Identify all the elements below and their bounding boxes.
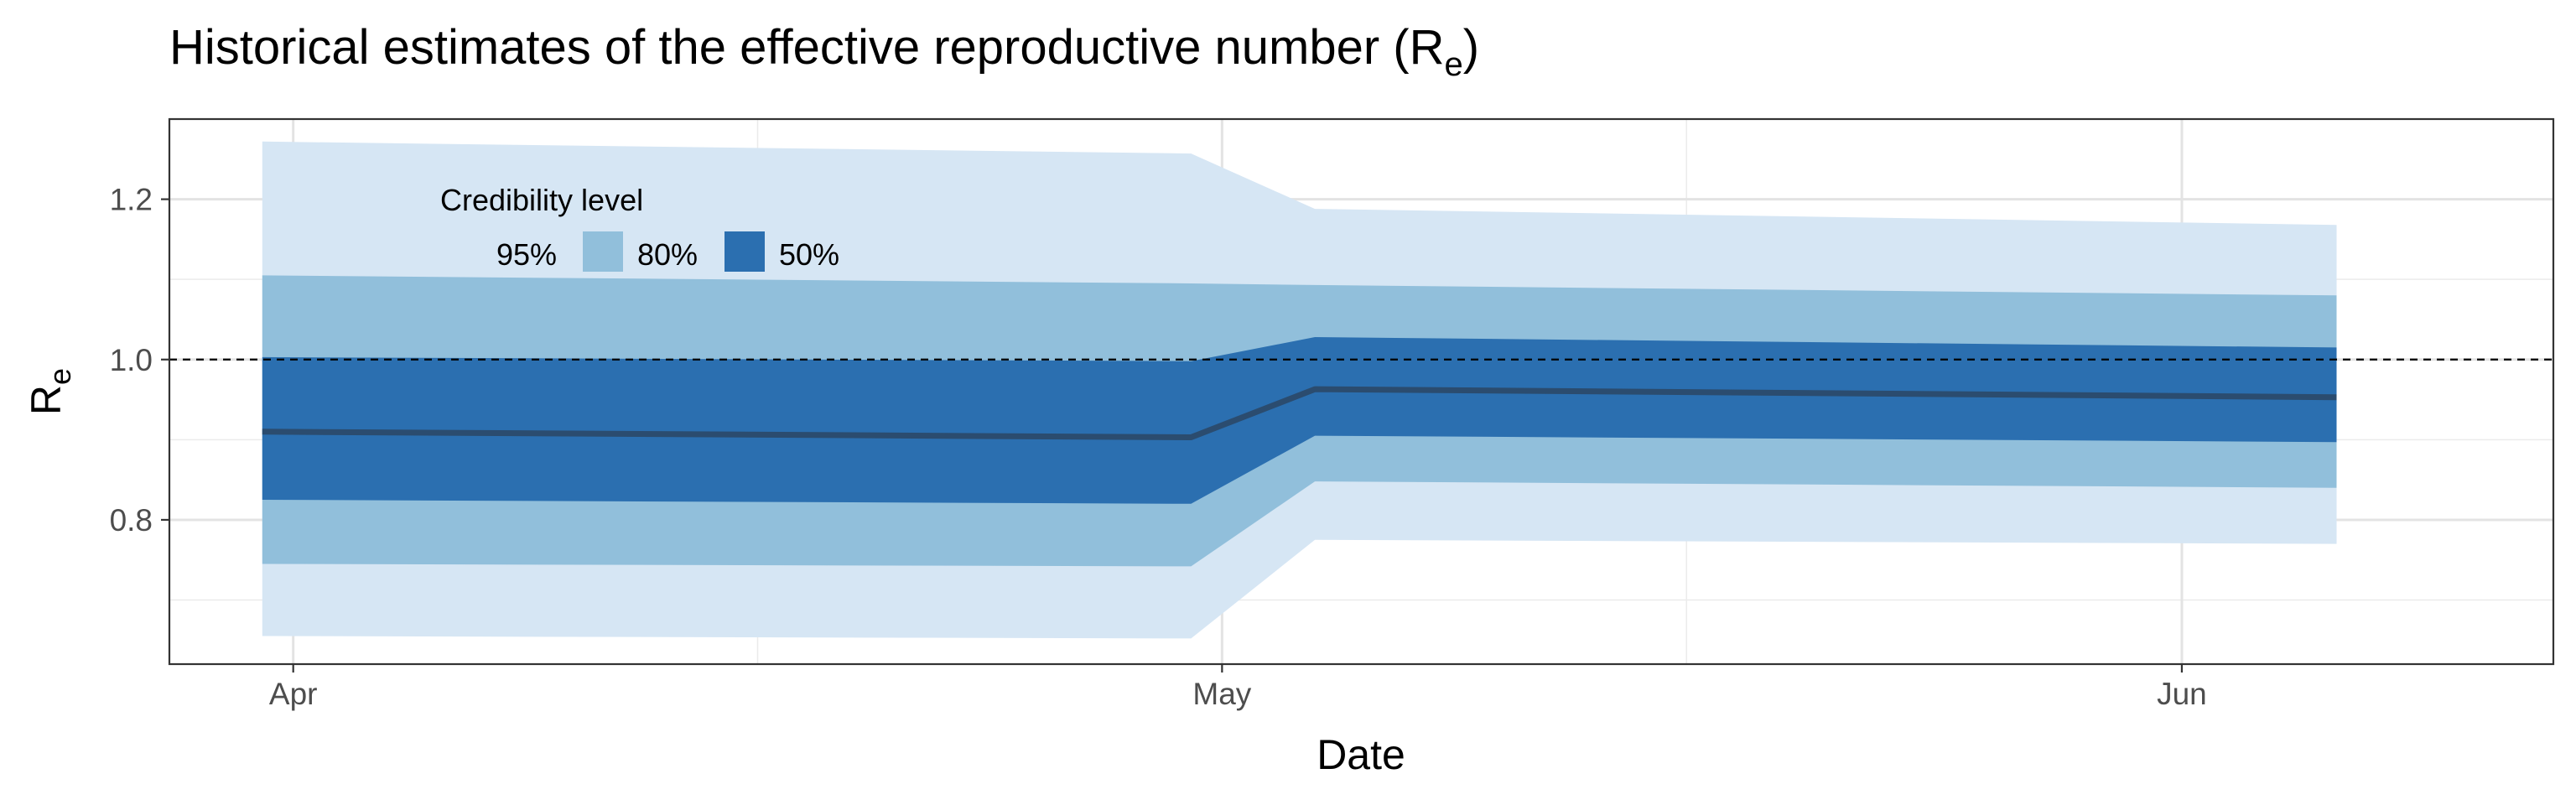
median-line (262, 386, 2337, 440)
y-tick-label-2: 1.2 (110, 183, 153, 217)
band-50pct (262, 337, 2337, 504)
x-tick-label-2: Jun (2157, 677, 2207, 711)
legend-key-80pct (583, 231, 623, 272)
y-axis-title: Re (23, 368, 77, 415)
chart-title: Historical estimates of the effective re… (169, 20, 1479, 83)
legend-label-95pct: 95% (496, 237, 557, 272)
legend-label-50pct: 50% (779, 237, 839, 272)
credibility-bands (262, 141, 2337, 639)
legend: Credibility level 95% 80% 50% (440, 183, 839, 272)
x-tick-label-1: May (1192, 677, 1251, 711)
plot-border (168, 117, 2555, 666)
y-axis: 0.8 1.0 1.2 (110, 183, 169, 538)
legend-label-80pct: 80% (637, 237, 698, 272)
y-tick-label-1: 1.0 (110, 343, 153, 377)
legend-key-50pct (724, 231, 765, 272)
x-axis-title: Date (1317, 731, 1405, 778)
legend-entries: 95% 80% 50% (496, 231, 839, 272)
x-axis: Apr May Jun (269, 664, 2207, 711)
x-tick-label-0: Apr (269, 677, 318, 711)
legend-title: Credibility level (440, 183, 643, 217)
y-tick-label-0: 0.8 (110, 503, 153, 538)
